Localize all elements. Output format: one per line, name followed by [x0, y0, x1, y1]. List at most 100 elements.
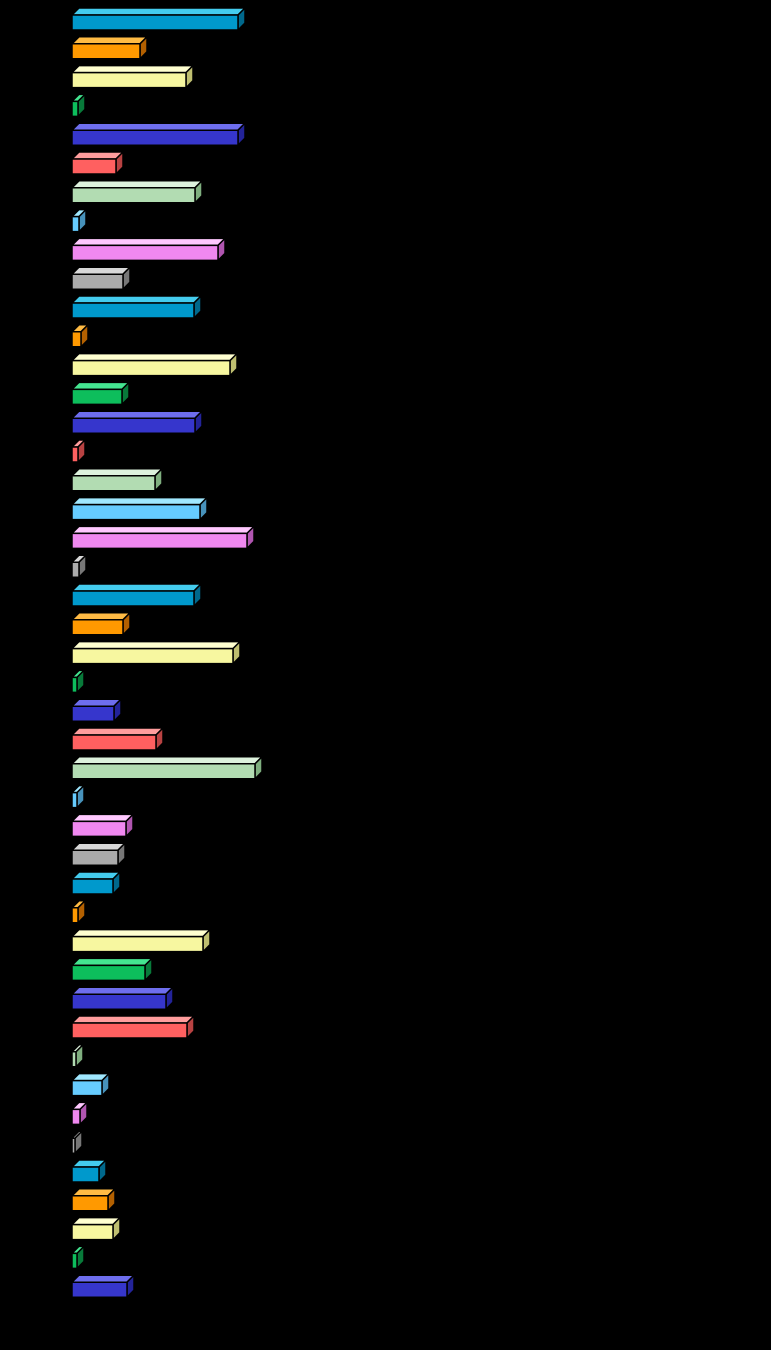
bar-top-face — [70, 842, 127, 851]
bar-front-face — [71, 1223, 114, 1241]
bar-3d-row-1 — [70, 6, 247, 32]
bar-front-face — [71, 1137, 76, 1154]
bar-3d-row-14 — [70, 380, 131, 407]
bar-top-face — [70, 237, 227, 247]
bar-front-face — [71, 849, 119, 866]
bar-front-face — [71, 590, 195, 607]
bar-front-face — [71, 763, 256, 780]
bar-3d-row-22 — [70, 610, 132, 637]
bar-3d-row-45 — [70, 1273, 136, 1300]
bar-top-face — [70, 525, 256, 535]
bar-top-face — [70, 928, 212, 938]
bar-front-face — [71, 907, 79, 924]
bar-top-face — [70, 756, 264, 765]
bar-3d-row-3 — [70, 63, 195, 90]
bar-top-face — [70, 151, 125, 160]
bar-top-face — [70, 266, 132, 275]
bar-front-face — [71, 1079, 103, 1097]
bar-front-face — [71, 1108, 81, 1126]
bar-front-face — [71, 705, 115, 722]
bar-3d-row-36 — [70, 1014, 196, 1040]
bar-3d-row-44 — [70, 1244, 86, 1271]
bar-3d-row-8 — [70, 207, 88, 234]
bar-3d-row-25 — [70, 697, 123, 724]
bar-3d-row-35 — [70, 985, 175, 1012]
bar-3d-row-40 — [70, 1129, 84, 1156]
bar-3d-row-11 — [70, 294, 203, 320]
bar-3d-row-24 — [70, 668, 86, 695]
bar-3d-row-21 — [70, 582, 203, 608]
bar-3d-row-15 — [70, 409, 204, 436]
bar-front-face — [71, 993, 167, 1010]
bar-3d-row-20 — [70, 553, 88, 580]
bar-front-face — [71, 647, 234, 665]
bar-top-face — [70, 640, 242, 650]
bar-top-face — [70, 583, 203, 592]
bar-front-face — [71, 1281, 128, 1298]
bar-front-face — [71, 388, 123, 406]
bar-top-face — [70, 612, 132, 621]
bar-top-face — [70, 352, 239, 362]
bar-3d-row-7 — [70, 178, 204, 205]
bar-front-face — [71, 475, 156, 492]
bar-top-face — [70, 813, 135, 823]
bar-3d-row-33 — [70, 927, 212, 954]
bar-3d-row-17 — [70, 466, 164, 493]
bar-3d-row-41 — [70, 1158, 108, 1184]
bar-3d-row-30 — [70, 841, 127, 868]
bar-top-face — [70, 7, 247, 16]
bar-front-face — [71, 14, 239, 31]
bar-front-face — [71, 244, 219, 262]
bar-front-face — [71, 503, 201, 521]
bar-front-face — [71, 359, 231, 377]
bar-top-face — [70, 410, 204, 419]
bar-front-face — [71, 820, 127, 838]
bar-3d-row-31 — [70, 870, 122, 896]
bar-3d-row-16 — [70, 438, 87, 464]
bar-top-face — [70, 698, 123, 707]
bar-3d-row-37 — [70, 1042, 85, 1069]
bar-front-face — [71, 878, 114, 895]
bar-3d-row-13 — [70, 351, 239, 378]
bar-3d-row-6 — [70, 150, 125, 176]
bar-top-face — [70, 180, 204, 189]
bar-3d-row-29 — [70, 812, 135, 839]
bar-front-face — [71, 1051, 77, 1068]
bar-front-face — [71, 676, 78, 694]
bar-3d-row-10 — [70, 265, 132, 292]
bar-3d-row-28 — [70, 783, 86, 810]
bar-top-face — [70, 468, 164, 477]
bar-3d-row-32 — [70, 898, 87, 925]
bar-front-face — [71, 100, 79, 118]
bar-3d-row-19 — [70, 524, 256, 551]
bar-3d-row-42 — [70, 1186, 117, 1213]
bar-top-face — [70, 36, 149, 45]
bar-front-face — [71, 561, 80, 578]
bar-front-face — [71, 71, 187, 89]
bar-front-face — [71, 43, 141, 60]
bar-top-face — [70, 986, 175, 995]
bar-front-face — [71, 532, 248, 550]
bar-top-face — [70, 957, 154, 967]
bar-top-face — [70, 122, 247, 131]
bar-top-face — [70, 1015, 196, 1024]
bar-3d-row-38 — [70, 1071, 111, 1098]
bar-front-face — [71, 791, 78, 809]
bar-front-face — [71, 1252, 78, 1270]
bar-front-face — [71, 964, 146, 982]
bar-3d-row-34 — [70, 956, 154, 983]
bar-top-face — [70, 295, 203, 304]
bar-3d-row-5 — [70, 121, 247, 148]
bar-front-face — [71, 619, 124, 636]
bar-3d-row-18 — [70, 495, 209, 522]
bar-front-face — [71, 417, 196, 434]
bar-3d-row-9 — [70, 236, 227, 263]
bar-3d-row-23 — [70, 639, 242, 666]
bar-front-face — [71, 129, 239, 146]
bar-top-face — [70, 727, 165, 736]
bar-front-face — [71, 273, 124, 290]
bar-front-face — [71, 446, 79, 463]
